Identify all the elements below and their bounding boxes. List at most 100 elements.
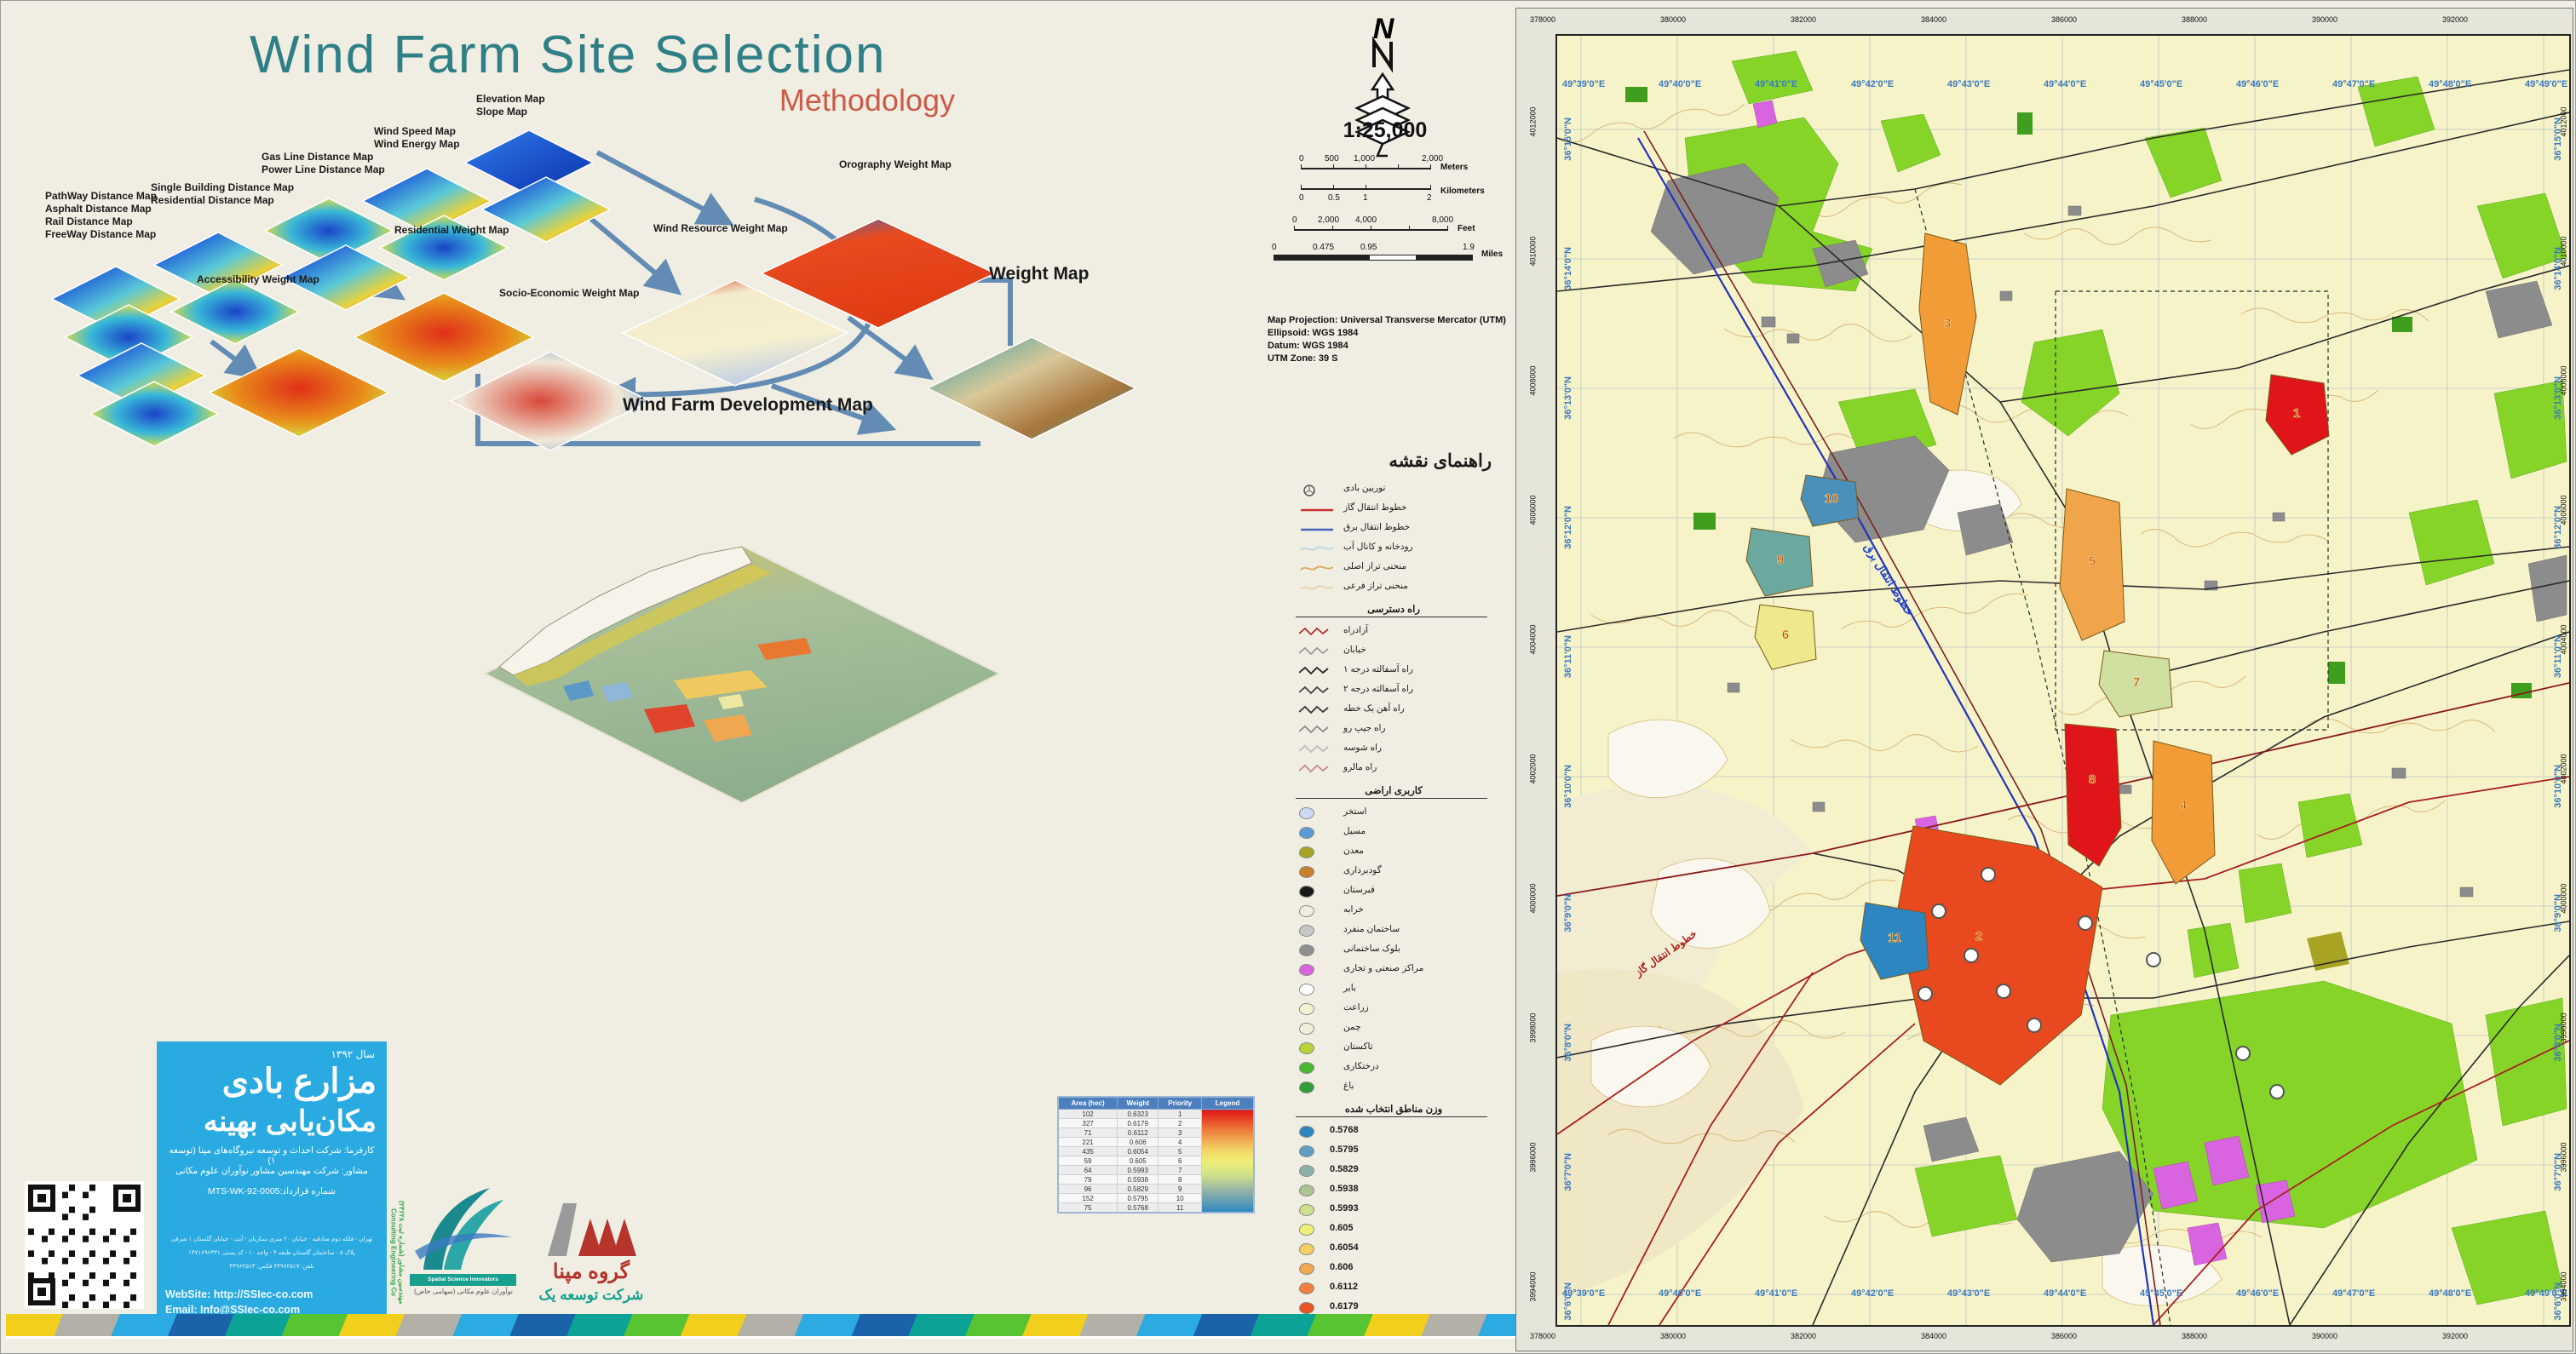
legend-road-item: آزادراه — [1296, 622, 1551, 642]
map-edge-coordinate: 378000 — [1530, 15, 1556, 24]
map-graticule-label: 49°42'0"E — [1851, 1288, 1894, 1299]
legend-landuse-symbol — [1299, 925, 1337, 938]
legend-roads-header: راه دسترسی — [1367, 605, 1420, 615]
map-edge-coordinate: 4012000 — [2559, 106, 2568, 137]
legend-road-label: راه آسفالته درجه ۱ — [1343, 664, 1413, 674]
consulting-vertical-text: مهندسین مشاور (شماره ثبت ۲۳۶۲۸) Consulti… — [389, 1201, 406, 1305]
legend-landuse-label: تاکستان — [1343, 1041, 1373, 1052]
ssi-logo-text-en: Spatial Science Innovators — [410, 1274, 516, 1286]
projection-info: Map Projection: Universal Transverse Mer… — [1268, 315, 1506, 364]
legend-weight-item: 0.606 — [1296, 1259, 1551, 1279]
legend-line-symbol — [1299, 503, 1337, 516]
legend-landuse-item: بایر — [1296, 980, 1551, 1000]
map-edge-coordinate: 3998000 — [1528, 1013, 1538, 1043]
map-graticule-label: 49°40'0"E — [1659, 79, 1701, 89]
legend-landuse-item: بلوک ساختمانی — [1296, 941, 1551, 961]
legend-weight-symbol — [1299, 1126, 1337, 1139]
map-graticule-label: 36°13'0"N — [2553, 376, 2563, 420]
legend-line-label: خطوط انتقال برق — [1343, 522, 1411, 532]
map-edge-coordinate: 390000 — [2312, 15, 2338, 24]
map-graticule-label: 49°49'0"E — [2525, 1288, 2567, 1299]
legend-weight-symbol — [1299, 1185, 1337, 1197]
legend-landuse-item: زراعت — [1296, 1000, 1551, 1019]
site-number-label: 7 — [2133, 675, 2140, 690]
map-graticule-label: 49°46'0"E — [2236, 1288, 2279, 1299]
address-line-1: تهران - فلکه دوم صادقیه - خیابان ۲۰ متری… — [170, 1236, 373, 1242]
email-text: Email: Info@SSIec-co.com — [165, 1304, 301, 1316]
legend-landuse-item: استخر — [1296, 804, 1551, 823]
map-graticule-label: 49°44'0"E — [2044, 79, 2086, 89]
legend-line-symbol — [1299, 523, 1337, 536]
map-edge-coordinate: 384000 — [1921, 1332, 1947, 1340]
legend-weight-item: 0.5938 — [1296, 1181, 1551, 1201]
label-accessibility-weight: Accessibility Weight Map — [197, 273, 319, 285]
consultant-line: مشاور: شرکت مهندسین مشاور نوآوران علوم م… — [175, 1166, 369, 1176]
website-text: WebSite: http://SSIec-co.com — [165, 1288, 313, 1300]
page-title: Wind Farm Site Selection — [250, 26, 887, 84]
map-graticule-label: 49°39'0"E — [1562, 1288, 1605, 1299]
legend-road-label: راه شوسه — [1343, 743, 1383, 753]
map-edge-coordinate: 4004000 — [1528, 624, 1538, 655]
site-number-label: 4 — [2180, 798, 2188, 812]
legend-landuse-symbol — [1299, 1062, 1337, 1075]
map-edge-coordinate: 4008000 — [1528, 365, 1538, 396]
project-year: سال ۱۳۹۲ — [331, 1048, 375, 1060]
label-socio-economic-weight: Socio-Economic Weight Map — [499, 287, 640, 299]
project-title-fa: مزارع بادی — [221, 1063, 377, 1100]
project-subtitle-fa: مکان‌یابی بهینه — [203, 1105, 377, 1138]
legend-landuse-item: خرابه — [1296, 902, 1551, 921]
mapna-logo-subtext: شرکت توسعه یک — [538, 1287, 644, 1303]
site-number-label: 2 — [1975, 929, 1982, 944]
site-number-label: 6 — [1782, 628, 1789, 642]
map-edge-coordinate: 4004000 — [2559, 624, 2568, 655]
map-graticule-label: 36°12'0"N — [2553, 506, 2563, 549]
legend-landuse-symbol — [1299, 944, 1337, 957]
map-edge-coordinate: 3994000 — [1528, 1271, 1538, 1302]
legend-landuse-item: تاکستان — [1296, 1039, 1551, 1059]
legend-weight-item: 0.6179 — [1296, 1299, 1551, 1318]
topographic-map-frame: خطوط انتقال برق خطوط انتقال گاز 49°39'0"… — [1515, 8, 2573, 1351]
legend-landuse-label: مسیل — [1343, 826, 1366, 836]
ssi-logo-text-fa: نوآوران علوم مکانی (سهامی خاص) — [413, 1288, 513, 1295]
scale-bars: 0 500 1,000 2,000 Meters 0 0.5 1 2 Kilom… — [1272, 154, 1504, 261]
label-wind-maps: Wind Speed Map Wind Energy Map — [374, 125, 460, 150]
map-edge-coordinate: 4008000 — [2559, 365, 2568, 396]
address-line-2: پلاک ۵ - ساختمان گلستان طبقه ۴ - واحد ۱۰… — [188, 1250, 355, 1256]
development-map-3d — [482, 544, 1002, 805]
legend-weight-label: 0.6112 — [1330, 1282, 1359, 1292]
legend-landuse-symbol — [1299, 905, 1337, 918]
weight-map-diamonds — [208, 218, 1137, 451]
map-graticule-label: 49°48'0"E — [2429, 1288, 2471, 1299]
client-line: کارفرما: شرکت احداث و توسعه نیروگاه‌های … — [169, 1145, 375, 1166]
legend-weight-label: 0.6179 — [1330, 1301, 1359, 1311]
site-number-label: 1 — [2293, 406, 2300, 421]
legend-landuse-label: گودبرداری — [1343, 865, 1382, 875]
north-arrow-icon — [1354, 36, 1411, 158]
map-graticule-label: 36°14'0"N — [1563, 247, 1573, 290]
ssi-logo — [415, 1188, 512, 1270]
address-line-3: تلفن: ۴۴۹۶۲۵۱۷ فکس: ۴۴۹۶۲۵۱۳ — [229, 1264, 314, 1270]
table-row: 221 0.606 4 — [1057, 1137, 1254, 1147]
map-graticule-label: 36°11'0"N — [1563, 635, 1573, 678]
legend-weight-symbol — [1299, 1302, 1337, 1315]
legend-landuse-label: بایر — [1343, 983, 1356, 993]
legend-line-label: منحنی تراز فرعی — [1343, 581, 1408, 591]
legend-weight-item: 0.6054 — [1296, 1240, 1551, 1259]
methodology-diagram — [50, 36, 1411, 805]
legend-weight-label: 0.5993 — [1330, 1203, 1359, 1213]
legend-weight-symbol — [1299, 1165, 1337, 1178]
legend-road-label: آزادراه — [1343, 625, 1369, 635]
map-edge-coordinate: 380000 — [1660, 15, 1687, 24]
map-graticule-label: 36°7'0"N — [2553, 1153, 2563, 1191]
project-info-panel: سال ۱۳۹۲ مزارع بادی مکان‌یابی بهینه کارف… — [157, 1041, 387, 1331]
map-graticule-label: 36°10'0"N — [2553, 765, 2563, 808]
legend-landuse-symbol — [1299, 846, 1337, 859]
map-edge-coordinate: 4010000 — [1528, 236, 1538, 267]
legend-weight-label: 0.5768 — [1330, 1125, 1359, 1135]
scale-ratio: 1:25,000 — [1343, 118, 1428, 142]
map-graticule-label: 49°47'0"E — [2332, 1288, 2375, 1299]
map-graticule-label: 49°39'0"E — [1562, 79, 1605, 89]
map-edge-coordinate: 386000 — [2051, 15, 2078, 24]
legend-road-symbol — [1298, 685, 1337, 697]
legend-line-symbol — [1299, 562, 1337, 575]
